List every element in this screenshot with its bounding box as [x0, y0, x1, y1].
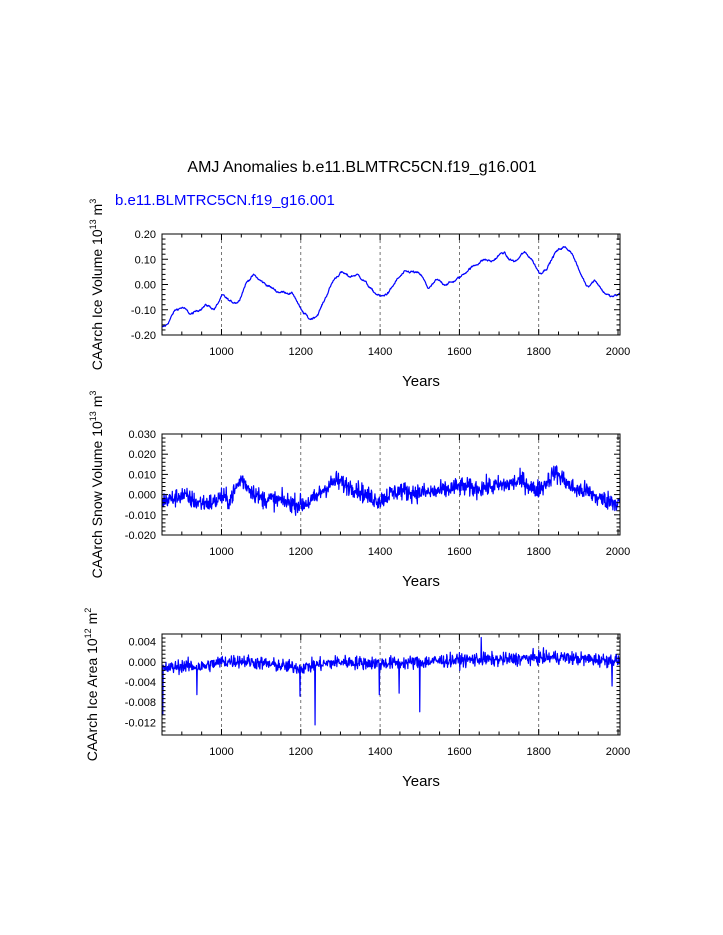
y-axis-label: CAArch Ice Volume 1013 m3 [88, 199, 105, 370]
y-tick-label: -0.012 [125, 717, 156, 729]
y-tick-label: 0.000 [128, 657, 156, 669]
y-tick-label: -0.020 [125, 530, 156, 542]
y-tick-label: 0.000 [128, 490, 156, 502]
y-tick-label: 0.030 [128, 429, 156, 441]
y-tick-label: 0.00 [135, 280, 156, 292]
x-tick-label: 1400 [368, 346, 392, 358]
series-line [161, 636, 621, 726]
y-axis-label: CAArch Ice Area 1012 m2 [83, 608, 100, 762]
x-tick-label: 1000 [209, 546, 233, 558]
y-tick-label: -0.008 [125, 697, 156, 709]
y-tick-label: -0.10 [131, 305, 156, 317]
x-tick-label: 1600 [447, 346, 471, 358]
series-line [161, 246, 621, 328]
x-axis-label: Years [402, 773, 440, 790]
plot-frame [161, 433, 621, 536]
x-tick-label: 1000 [209, 346, 233, 358]
y-tick-label: 0.20 [135, 229, 156, 241]
x-tick-label: 2000 [606, 346, 630, 358]
plot-frame [161, 233, 621, 336]
panels: 1000 1200 1400 1600 1800 2000 -0.20 -0.10 0.00 0.… [83, 199, 630, 790]
x-tick-label: 1600 [447, 546, 471, 558]
x-tick-label: 1200 [289, 746, 313, 758]
series-line [161, 465, 621, 516]
chart-panel-3: 1000 1200 1400 1600 1800 2000 -0.012 -0.008 -0.0… [83, 608, 630, 790]
series-label: b.e11.BLMTRC5CN.f19_g16.001 [115, 192, 335, 209]
y-tick-label: -0.010 [125, 510, 156, 522]
y-tick-label: -0.20 [131, 330, 156, 342]
figure-title: AMJ Anomalies b.e11.BLMTRC5CN.f19_g16.00… [187, 159, 536, 176]
x-tick-label: 1600 [447, 746, 471, 758]
x-tick-label: 2000 [606, 746, 630, 758]
x-axis-label: Years [402, 573, 440, 590]
x-tick-label: 1200 [289, 346, 313, 358]
x-tick-label: 1200 [289, 546, 313, 558]
y-tick-label: 0.004 [128, 637, 156, 649]
x-axis-label: Years [402, 373, 440, 390]
x-tick-label: 1400 [368, 746, 392, 758]
y-tick-label: 0.010 [128, 469, 156, 481]
x-tick-label: 1800 [526, 346, 550, 358]
plot-frame [161, 633, 621, 736]
chart-panel-1: 1000 1200 1400 1600 1800 2000 -0.20 -0.10 0.00 0.… [88, 199, 630, 390]
x-tick-label: 1800 [526, 546, 550, 558]
chart-panel-2: 1000 1200 1400 1600 1800 2000 -0.020 -0.010 0.00… [88, 391, 630, 590]
x-tick-label: 2000 [606, 546, 630, 558]
y-axis-label: CAArch Snow Volume 1013 m3 [88, 391, 105, 579]
y-tick-label: 0.020 [128, 449, 156, 461]
x-tick-label: 1000 [209, 746, 233, 758]
y-tick-label: -0.004 [125, 677, 156, 689]
x-tick-label: 1800 [526, 746, 550, 758]
y-tick-label: 0.10 [135, 254, 156, 266]
x-tick-label: 1400 [368, 546, 392, 558]
